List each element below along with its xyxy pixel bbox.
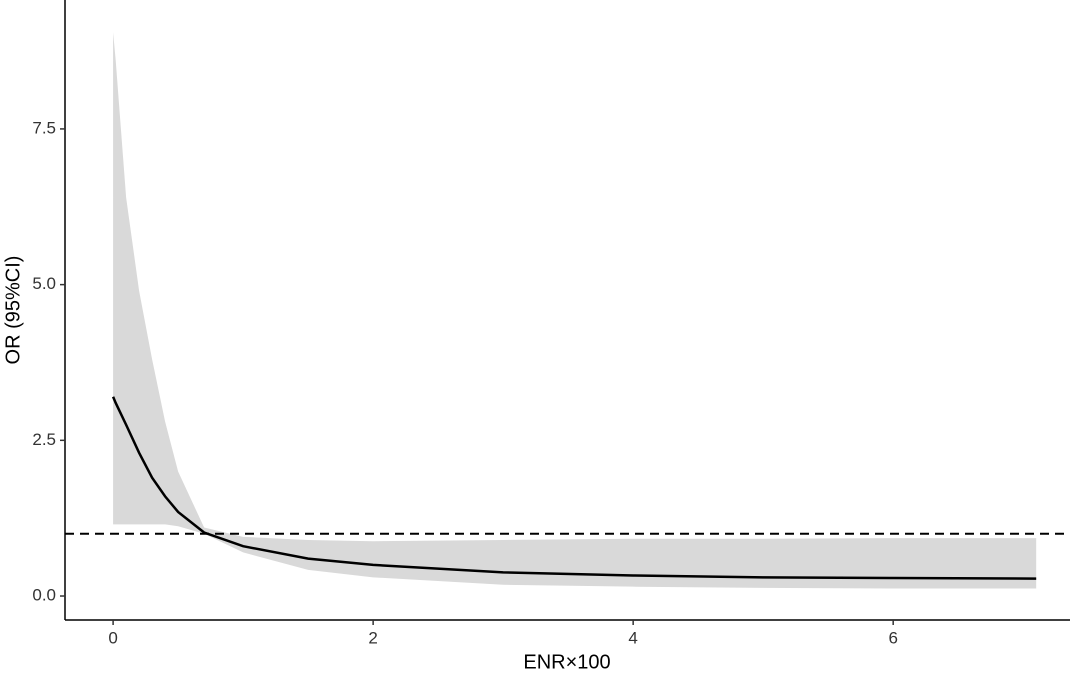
x-tick-label: 6 xyxy=(888,628,897,647)
y-axis-title: OR (95%CI) xyxy=(2,256,24,365)
x-axis-title: ENR×100 xyxy=(523,651,610,673)
y-tick-label: 0.0 xyxy=(32,586,56,605)
y-tick-label: 7.5 xyxy=(32,118,56,137)
y-tick-label: 2.5 xyxy=(32,430,56,449)
x-tick-label: 2 xyxy=(368,628,377,647)
y-tick-label: 5.0 xyxy=(32,274,56,293)
confidence-band xyxy=(113,32,1037,589)
or-line xyxy=(111,396,1037,580)
x-tick-label: 4 xyxy=(628,628,637,647)
x-tick-label: 0 xyxy=(108,628,117,647)
